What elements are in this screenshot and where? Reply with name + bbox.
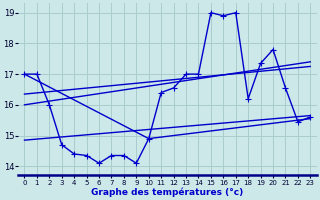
X-axis label: Graphe des températures (°c): Graphe des températures (°c) (91, 187, 244, 197)
